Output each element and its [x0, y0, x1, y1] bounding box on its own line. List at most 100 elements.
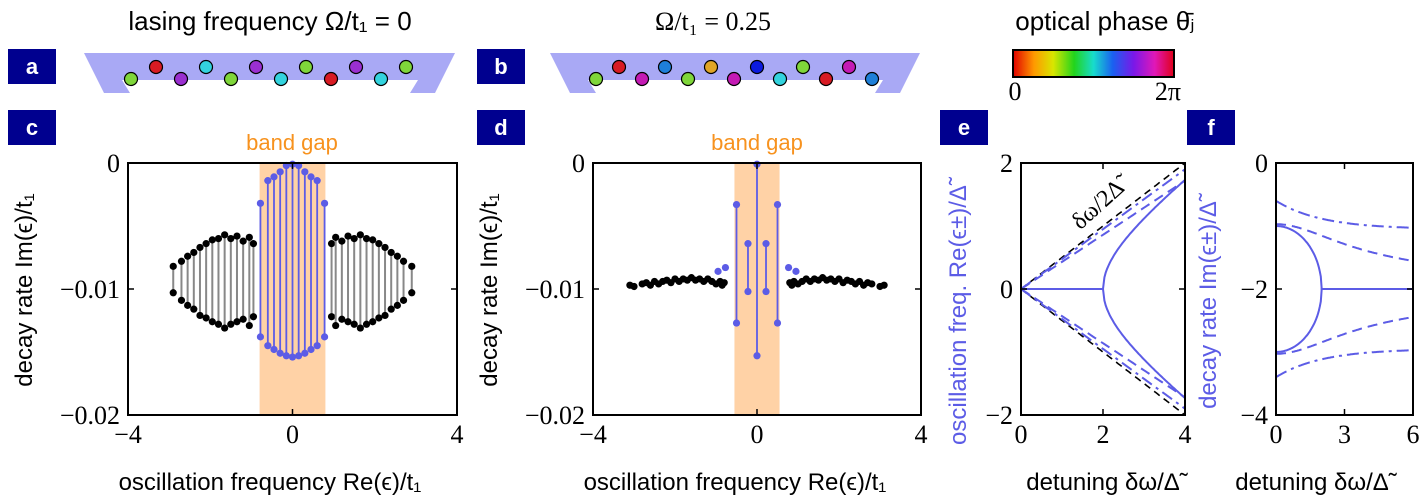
eigenvalue-point	[233, 232, 241, 240]
edge-eigenvalue-point	[762, 240, 770, 248]
svg-text:d: d	[494, 115, 507, 140]
band-gap-label-c: band gap	[246, 130, 338, 155]
lattice-site	[680, 71, 696, 87]
xlabel-e: detuning δω/Δ̃	[1026, 469, 1189, 496]
eigenvalue-point	[327, 313, 336, 321]
edge-eigenvalue-point	[288, 353, 297, 361]
lattice-site	[273, 71, 289, 87]
eigenvalue-point	[369, 318, 377, 326]
eigenvalue-point	[239, 315, 247, 323]
plot-e: 0 2 420−2	[985, 149, 1191, 449]
eigenvalue-point	[344, 232, 352, 240]
plot-d: −4 0 4 0 −0.01 −0.02	[525, 149, 928, 449]
lattice-site	[123, 71, 139, 87]
edge-eigenvalue-point	[256, 199, 265, 207]
eigenvalue-point	[233, 318, 241, 326]
band-gap-label-d: band gap	[711, 130, 803, 155]
title-panel-b: Ω/t₁ = 0.25	[655, 7, 771, 36]
eigenvalue-point	[375, 240, 383, 248]
eigenvalue-point	[381, 311, 389, 320]
eigenvalue-point	[190, 305, 198, 313]
solid-branch-lower	[1021, 288, 1186, 399]
lattice-site	[795, 59, 811, 75]
eigenvalue-point	[350, 235, 358, 243]
x-tick-label: 0	[1015, 420, 1028, 449]
x-tick-label: 4	[1179, 420, 1192, 449]
lattice-site	[173, 71, 189, 87]
eigenvalue-point	[214, 235, 223, 243]
eigenvalue-point	[356, 324, 364, 332]
lattice-site	[726, 71, 742, 87]
edge-eigenvalue-point	[276, 349, 284, 357]
site-row-a	[123, 59, 414, 87]
eigenvalue-point	[408, 289, 416, 297]
dashed-decay-upper	[1276, 223, 1414, 262]
eigenvalue-point	[227, 235, 235, 243]
eigenvalue-point	[184, 252, 192, 260]
panel-label-e: e	[940, 110, 988, 145]
eigenvalue-point	[399, 296, 408, 304]
lattice-site	[818, 71, 834, 87]
eigenvalue-point	[356, 231, 364, 239]
edge-eigenvalue-point	[276, 168, 284, 176]
solid-decay-lower	[1276, 288, 1413, 353]
y-tick-label: 0	[572, 149, 585, 178]
eigenvalue-point	[393, 301, 401, 309]
lattice-site	[749, 59, 765, 75]
y-tick-label: −4	[1240, 401, 1268, 430]
title-panel-a: lasing frequency Ω/t₁ = 0	[128, 6, 411, 36]
colorbar-max-label: 2π	[1155, 77, 1181, 106]
edge-eigenvalue-point	[256, 333, 265, 341]
y-tick-label: −0.02	[60, 401, 120, 430]
y-tick-label: −0.01	[60, 275, 120, 304]
phase-colorbar	[1012, 49, 1175, 78]
site-row-b	[588, 59, 880, 87]
dashed-branch-upper	[1020, 179, 1186, 290]
eigenvalue-point	[221, 231, 229, 239]
ylabel-f: decay rate Im(ϵ±)/Δ̃	[1195, 192, 1222, 409]
y-tick-label: −0.01	[525, 275, 585, 304]
svg-text:c: c	[26, 115, 38, 140]
edge-eigenvalue-point	[270, 173, 278, 181]
lattice-site	[841, 59, 857, 75]
svg-text:e: e	[958, 115, 970, 140]
ylabel-e: oscillation freq. Re(ϵ±)/Δ̃	[945, 176, 972, 445]
edge-eigenvalue-point	[264, 342, 272, 350]
edge-eigenvalue-point	[744, 240, 752, 248]
eigenvalue-point	[249, 313, 258, 321]
lattice-site	[348, 59, 364, 75]
dashdot-decay-upper	[1275, 199, 1413, 229]
dashdot-decay-lower	[1275, 349, 1413, 379]
eigenvalue-point	[221, 324, 229, 332]
edge-eigenvalue-point	[282, 352, 290, 360]
eigenvalue-point	[332, 233, 340, 241]
lattice-site	[634, 71, 650, 87]
edge-eigenvalue-point	[773, 200, 782, 209]
eigenvalue-point	[177, 296, 186, 304]
x-tick-label: 4	[915, 420, 928, 449]
edge-eigenvalue-point	[307, 173, 315, 181]
lattice-site	[611, 59, 627, 75]
plot-f: 0 3 6 0 −2 −4	[1240, 149, 1419, 449]
lattice-site	[323, 71, 339, 87]
lattice-a	[84, 53, 455, 93]
eigenvalue-point	[630, 282, 638, 291]
eigenvalue-point	[880, 281, 888, 289]
eigenvalue-point	[350, 320, 358, 328]
lattice-site	[298, 59, 314, 75]
dashed-branch-lower	[1020, 288, 1186, 399]
eigenvalue-point	[196, 311, 204, 320]
eigenvalue-point	[169, 262, 177, 270]
x-tick-label: 3	[1338, 420, 1351, 449]
panel-label-d: d	[477, 110, 525, 145]
dashdot-branch-upper	[1020, 168, 1186, 290]
edge-eigenvalue-point	[744, 287, 752, 296]
lattice-site	[148, 59, 164, 75]
xlabel-f: detuning δω/Δ̃	[1235, 469, 1398, 496]
eigenvalue-point	[227, 320, 235, 328]
lattice-site	[248, 59, 264, 75]
eigenvalue-point	[202, 314, 210, 322]
x-tick-label: −4	[114, 420, 142, 449]
edge-eigenvalue-point	[773, 319, 782, 327]
eigenvalue-point	[169, 289, 177, 297]
